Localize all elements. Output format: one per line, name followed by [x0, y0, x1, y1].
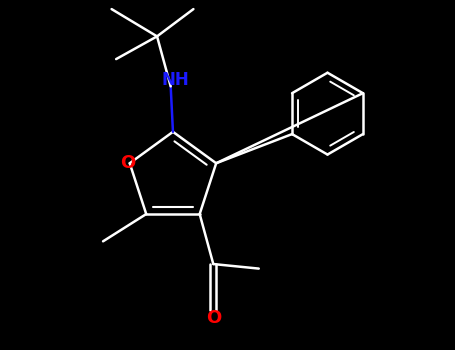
Text: O: O: [120, 154, 135, 172]
Text: O: O: [206, 309, 221, 327]
Text: NH: NH: [162, 71, 189, 89]
